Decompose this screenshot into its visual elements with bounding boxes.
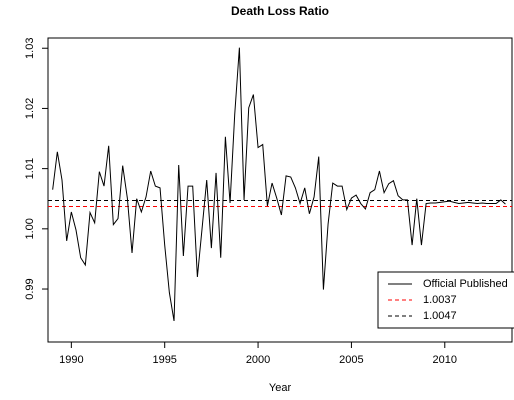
- legend-box: [377, 271, 514, 329]
- chart-title: Death Loss Ratio: [231, 4, 329, 18]
- y-tick-label: 1.02: [24, 98, 36, 119]
- x-tick-label: 1995: [152, 354, 176, 366]
- legend-label: 1.0037: [423, 294, 457, 306]
- legend-label: 1.0047: [423, 310, 457, 322]
- x-tick-label: 2010: [433, 354, 457, 366]
- x-axis-label: Year: [269, 382, 292, 394]
- y-tick-label: 1.00: [24, 218, 36, 239]
- y-tick-label: 0.99: [24, 278, 36, 299]
- plot-box: [47, 37, 513, 343]
- x-tick-label: 2005: [339, 354, 363, 366]
- y-tick-label: 1.01: [24, 158, 36, 179]
- legend-label: Official Published: [423, 278, 508, 290]
- data-line: [52, 47, 506, 322]
- x-tick-label: 1990: [59, 354, 83, 366]
- x-tick-label: 2000: [246, 354, 270, 366]
- y-tick-label: 1.03: [24, 38, 36, 59]
